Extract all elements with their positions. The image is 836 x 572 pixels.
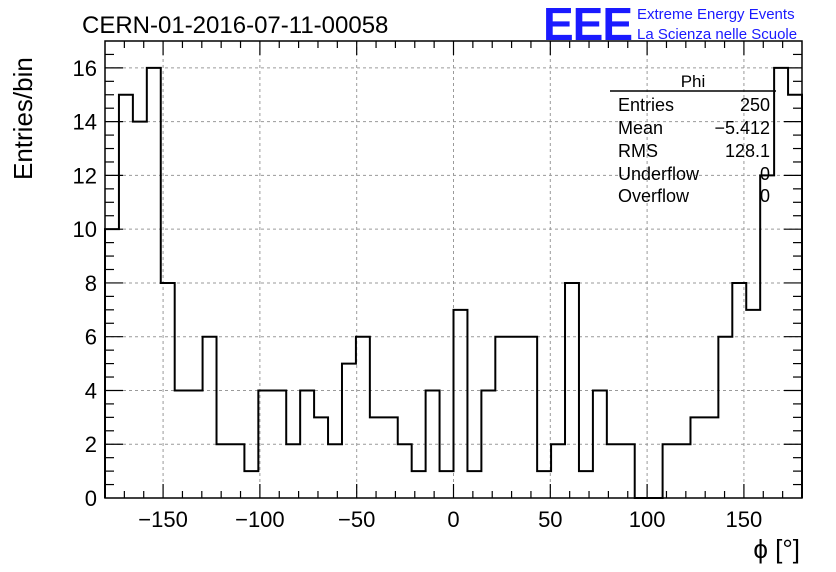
x-tick-label: 0 <box>447 507 459 532</box>
x-tick-label: −100 <box>235 507 285 532</box>
stats-box: Phi Entries 250 Mean −5.412 RMS 128.1 Un… <box>610 72 776 206</box>
axis-ticks <box>105 41 802 498</box>
stats-label-underflow: Underflow <box>618 164 700 184</box>
stats-label-mean: Mean <box>618 118 663 138</box>
x-tick-label: 150 <box>726 507 763 532</box>
x-tick-label: −150 <box>138 507 188 532</box>
y-tick-label: 14 <box>73 110 97 135</box>
stats-value-entries: 250 <box>740 95 770 115</box>
histogram-outline <box>104 66 803 499</box>
y-tick-label: 12 <box>73 163 97 188</box>
logo-line-1: Extreme Energy Events <box>637 6 795 23</box>
stats-box-title: Phi <box>681 72 706 91</box>
stats-label-rms: RMS <box>618 141 658 161</box>
grid-lines <box>105 41 802 498</box>
y-tick-label: 2 <box>85 432 97 457</box>
stats-label-overflow: Overflow <box>618 186 690 206</box>
y-tick-labels: 0 2 4 6 8 10 12 14 16 <box>73 56 97 511</box>
x-tick-labels: −150 −100 −50 0 50 100 150 <box>138 507 762 532</box>
x-tick-label: 100 <box>629 507 666 532</box>
chart-title: CERN-01-2016-07-11-00058 <box>82 12 388 39</box>
stats-value-rms: 128.1 <box>725 141 770 161</box>
stats-value-underflow: 0 <box>760 164 770 184</box>
x-tick-label: −50 <box>338 507 375 532</box>
logo-line-2: La Scienza nelle Scuole <box>637 26 797 43</box>
eee-logo-mark: EEE <box>543 0 632 50</box>
y-tick-label: 4 <box>85 378 97 403</box>
x-tick-label: 50 <box>538 507 562 532</box>
y-tick-label: 16 <box>73 56 97 81</box>
y-tick-label: 0 <box>85 486 97 511</box>
stats-value-overflow: 0 <box>760 186 770 206</box>
stats-value-mean: −5.412 <box>714 118 770 138</box>
y-axis-label: Entries/bin <box>8 57 38 180</box>
y-tick-label: 6 <box>85 325 97 350</box>
y-tick-label: 10 <box>73 217 97 242</box>
x-axis-label: ϕ [°] <box>753 534 800 564</box>
stats-label-entries: Entries <box>618 95 674 115</box>
y-tick-label: 8 <box>85 271 97 296</box>
